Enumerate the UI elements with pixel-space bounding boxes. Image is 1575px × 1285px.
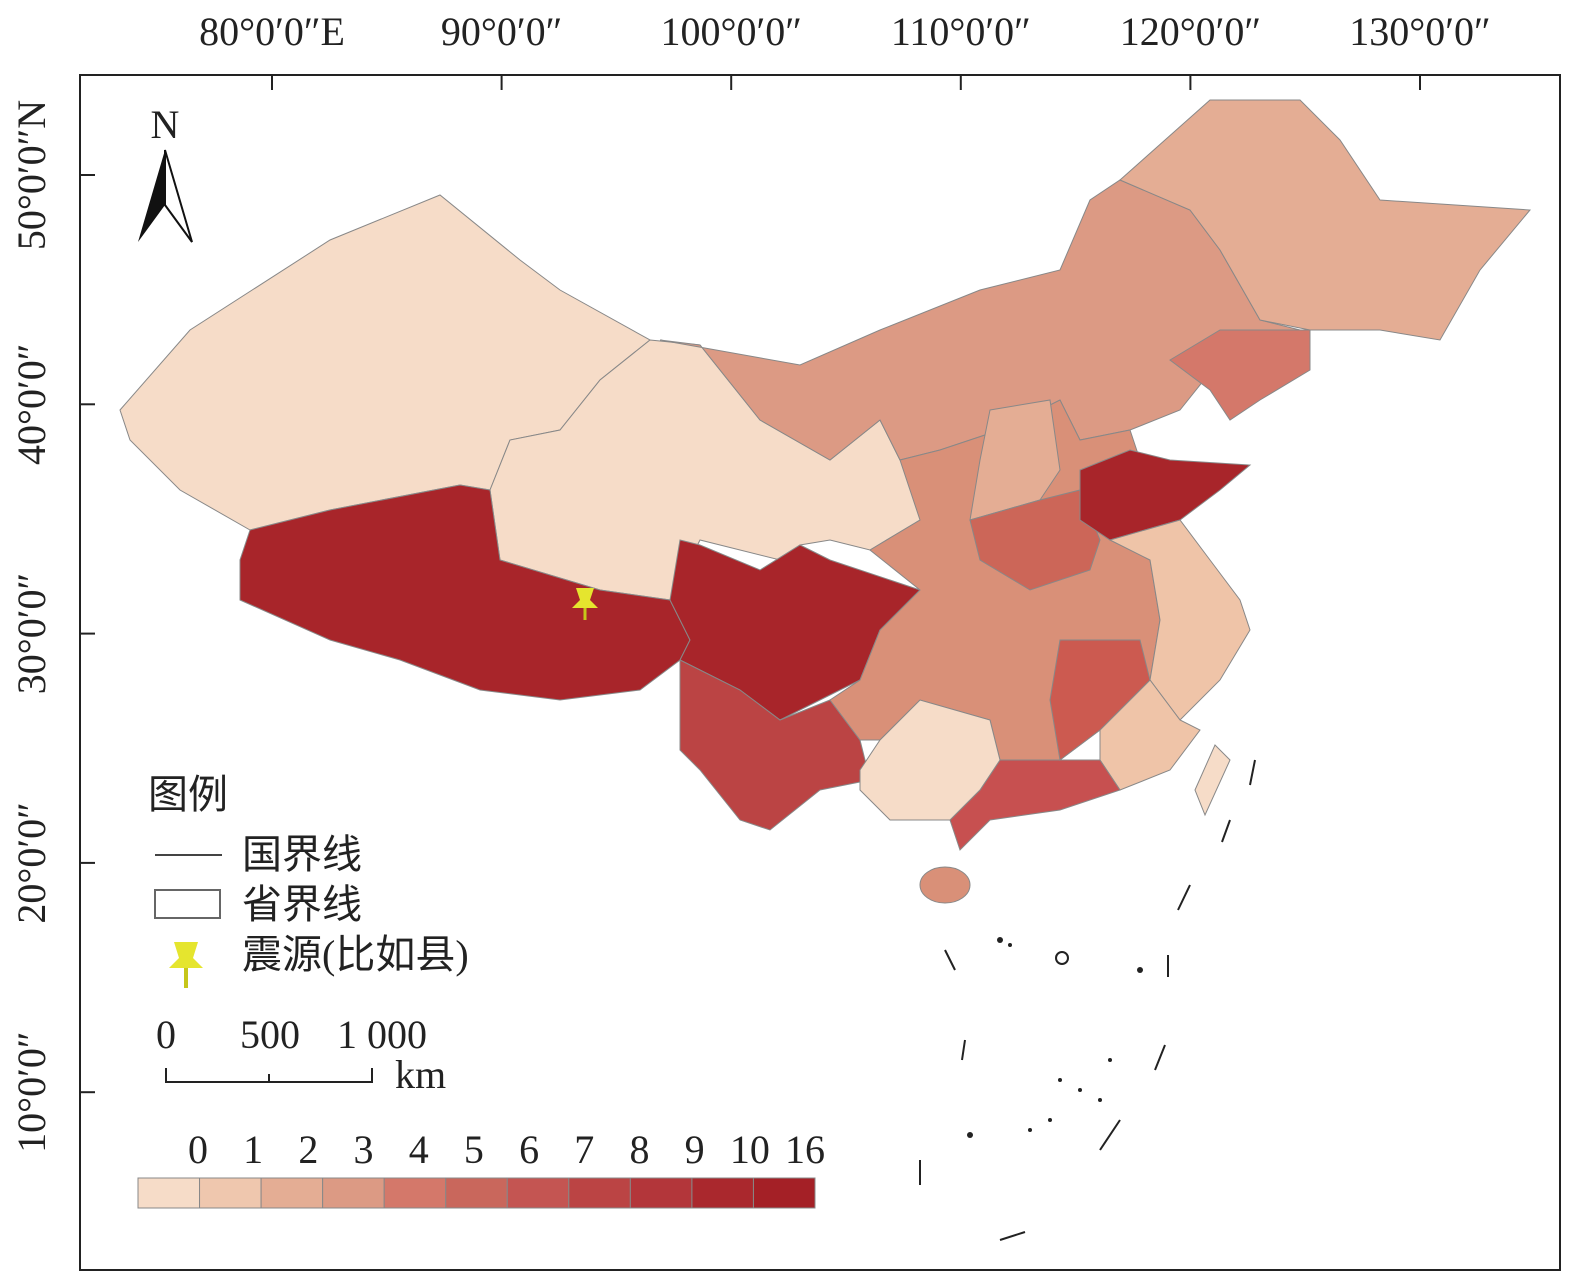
yunnan bbox=[679, 659, 871, 831]
lat-label: 30°0′0″ bbox=[9, 573, 54, 694]
color-scale-label: 5 bbox=[464, 1127, 484, 1172]
color-scale-label: 10 bbox=[730, 1127, 770, 1172]
nine-dash-line bbox=[919, 759, 1256, 1241]
hainan bbox=[919, 866, 971, 904]
scale-label: 1 000 bbox=[337, 1012, 427, 1057]
islands bbox=[967, 937, 1143, 1138]
lat-label: 20°0′0″ bbox=[9, 802, 54, 923]
northeast bbox=[1119, 99, 1532, 341]
scale-label: 500 bbox=[240, 1012, 300, 1057]
lon-label: 90°0′0″ bbox=[441, 9, 562, 54]
legend-item: 国界线 bbox=[242, 832, 362, 877]
color-scale-label: 1 bbox=[243, 1127, 263, 1172]
color-swatch bbox=[137, 1177, 201, 1209]
legend-box-symbol bbox=[154, 889, 221, 919]
pin bbox=[572, 588, 598, 620]
lon-label: 130°0′0″ bbox=[1349, 9, 1490, 54]
legend-pin bbox=[169, 942, 203, 988]
north-arrow-right bbox=[164, 149, 193, 243]
lon-label: 110°0′0″ bbox=[891, 9, 1031, 54]
scale-unit: km bbox=[395, 1052, 446, 1097]
lat-label: 40°0′0″ bbox=[9, 344, 54, 465]
color-scale-label: 0 bbox=[188, 1127, 208, 1172]
lon-label: 80°0′0″E bbox=[199, 9, 345, 54]
liaoning bbox=[1169, 329, 1311, 421]
color-scale: 0 1 2 3 4 5 6 7 8 9 10 16 bbox=[137, 1127, 825, 1209]
color-swatch bbox=[506, 1177, 570, 1209]
north-arrow: N bbox=[138, 102, 193, 243]
lon-label: 100°0′0″ bbox=[660, 9, 801, 54]
color-scale-label: 8 bbox=[629, 1127, 649, 1172]
color-swatch bbox=[568, 1177, 631, 1209]
north-arrow-left bbox=[138, 150, 165, 242]
inner-mongolia bbox=[659, 179, 1302, 461]
lat-label: 50°0′0″N bbox=[9, 100, 54, 250]
color-swatch bbox=[383, 1177, 447, 1209]
color-swatch bbox=[260, 1177, 324, 1209]
color-scale-label: 2 bbox=[298, 1127, 318, 1172]
east-coast bbox=[1108, 519, 1251, 721]
jiangxi bbox=[1049, 639, 1151, 761]
color-scale-label: 16 bbox=[785, 1127, 825, 1172]
frame bbox=[79, 74, 1561, 1271]
color-scale-label: 4 bbox=[409, 1127, 429, 1172]
color-swatch bbox=[199, 1177, 262, 1209]
shandong bbox=[1079, 449, 1252, 541]
taiwan bbox=[1194, 744, 1231, 817]
color-swatch bbox=[629, 1177, 693, 1209]
color-scale-label: 7 bbox=[574, 1127, 594, 1172]
lat-label: 10°0′0″ bbox=[9, 1031, 54, 1152]
scale-bar: 0 500 1 000 km bbox=[156, 1012, 446, 1097]
legend-item: 省界线 bbox=[242, 882, 362, 927]
legend-title: 图例 bbox=[148, 772, 228, 817]
color-scale-label: 9 bbox=[685, 1127, 705, 1172]
ticks bbox=[80, 75, 1421, 1094]
provinces bbox=[119, 99, 1532, 904]
legend-item: 震源(比如县) bbox=[242, 932, 469, 977]
lon-label: 120°0′0″ bbox=[1120, 9, 1261, 54]
color-swatch bbox=[752, 1177, 816, 1209]
scale-label: 0 bbox=[156, 1012, 176, 1057]
henan bbox=[969, 489, 1101, 591]
color-scale-label: 6 bbox=[519, 1127, 539, 1172]
north-label: N bbox=[151, 102, 180, 147]
color-swatch bbox=[322, 1177, 385, 1209]
color-swatch bbox=[691, 1177, 754, 1209]
color-swatch bbox=[445, 1177, 508, 1209]
color-scale-label: 3 bbox=[354, 1127, 374, 1172]
guangxi bbox=[859, 699, 1001, 821]
legend: 图例 国界线 省界线 震源(比如县) bbox=[148, 772, 469, 988]
